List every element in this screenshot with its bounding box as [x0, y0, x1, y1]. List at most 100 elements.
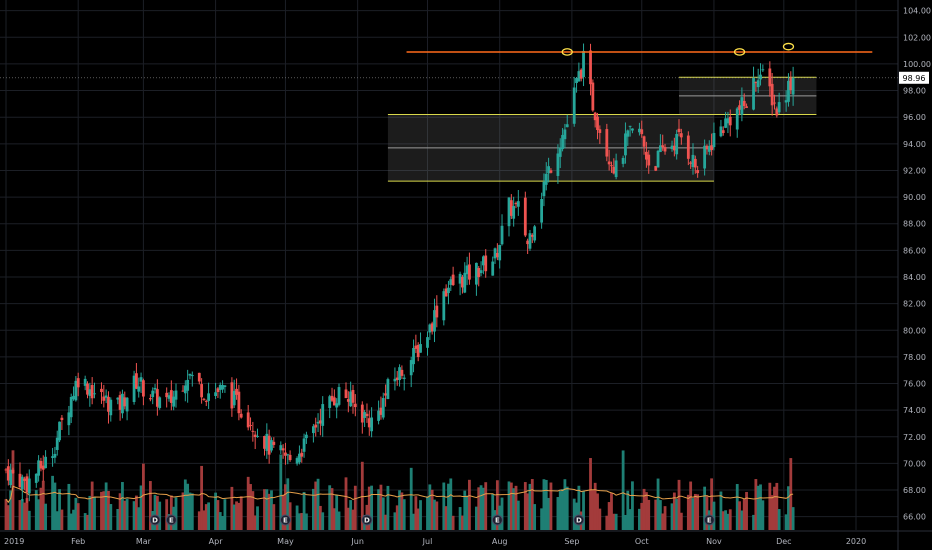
volume-bar — [39, 487, 43, 530]
candle-body — [663, 147, 667, 152]
candle-body — [442, 291, 446, 321]
volume-moving-average — [5, 485, 794, 504]
candle-body — [74, 380, 78, 401]
candle-body — [742, 100, 746, 106]
volume-bar — [686, 494, 690, 530]
candle-body — [237, 391, 241, 414]
candle-body — [526, 240, 530, 245]
volume-bar — [321, 512, 325, 530]
candle-body — [621, 157, 625, 164]
candle-body — [318, 420, 322, 424]
volume-bar — [514, 485, 518, 530]
volume-bar — [263, 489, 266, 530]
candle-body — [335, 403, 339, 408]
volume-bar — [83, 513, 87, 530]
volume-bar — [721, 511, 725, 530]
candle-body — [169, 390, 173, 403]
volume-bar — [251, 491, 255, 530]
candle-body — [221, 385, 224, 390]
candle-body — [197, 372, 201, 382]
time-axis[interactable]: 2019 Feb Mar Apr May Jun Jul Aug Sep Oct Nov Dec 202… — [0, 530, 932, 546]
volume-bar — [481, 487, 485, 530]
candle-body — [365, 413, 369, 417]
volume-bar — [249, 484, 252, 530]
volume-bar — [281, 494, 285, 530]
candle-body — [344, 389, 348, 399]
candle-body — [670, 145, 674, 150]
volume-bar — [200, 465, 204, 530]
volume-bar — [607, 502, 611, 530]
volume-bar — [300, 513, 304, 530]
volume-bar — [428, 484, 432, 530]
candle-body — [761, 69, 765, 71]
candle-body — [305, 434, 308, 439]
y-tick-label: 100.00 — [903, 60, 931, 69]
volume-bar — [18, 500, 22, 530]
volume-bar — [253, 515, 257, 530]
candle-body — [286, 454, 290, 456]
volume-bar — [738, 501, 741, 530]
y-tick-label: 96.00 — [903, 113, 926, 122]
event-marker — [149, 514, 161, 526]
volume-bar — [25, 498, 29, 530]
volume-bar — [349, 500, 353, 530]
volume-bar — [153, 494, 157, 530]
volume-bar — [756, 485, 760, 530]
volume-bar — [691, 498, 695, 530]
candle-body — [479, 270, 483, 274]
volume-bar — [759, 484, 762, 530]
candle-body — [593, 112, 597, 121]
candle-body — [104, 395, 108, 398]
volume-bar — [41, 480, 45, 530]
candle-body — [265, 433, 269, 451]
candle-body — [500, 225, 504, 245]
candle-body — [100, 388, 103, 393]
candle-body — [672, 145, 676, 151]
volume-bar — [675, 498, 679, 530]
volume-bar — [256, 506, 259, 530]
candle-body — [412, 348, 415, 365]
candle-body — [435, 305, 439, 318]
candle-body — [121, 393, 124, 414]
candle-body — [465, 265, 469, 275]
volume-bar — [398, 490, 401, 530]
candlesticks — [4, 43, 795, 503]
volume-bar — [202, 510, 206, 530]
candle-body — [756, 80, 760, 88]
volume-bar — [468, 479, 471, 530]
volume-bar — [528, 483, 532, 530]
price-axis[interactable]: 66.00 68.00 70.00 72.00 74.00 76.00 78.00 80.00… — [897, 0, 931, 550]
candle-body — [661, 145, 665, 148]
volume-bar — [232, 504, 236, 530]
candle-body — [493, 248, 497, 259]
y-tick-label: 94.00 — [903, 140, 926, 149]
volume-bar — [661, 513, 665, 530]
volume-bar — [11, 450, 15, 530]
volume-bar — [367, 486, 371, 530]
candle-body — [118, 395, 122, 410]
candle-body — [239, 413, 243, 418]
volume-bar — [542, 479, 546, 530]
volume-bar — [116, 509, 120, 530]
volume-bar — [672, 492, 676, 530]
event-marker — [361, 514, 373, 526]
volume-bar — [444, 506, 448, 530]
candle-body — [321, 404, 325, 426]
candle-body — [351, 390, 355, 403]
volume-bar — [658, 500, 662, 530]
volume-bar — [188, 492, 192, 530]
candle-body — [589, 50, 592, 85]
candle-body — [183, 385, 187, 394]
volume-bar — [265, 489, 269, 530]
volume-bar — [642, 488, 646, 530]
volume-bar — [305, 513, 308, 530]
candle-body — [398, 367, 401, 381]
candle-body — [18, 473, 22, 488]
event-marker — [165, 514, 177, 526]
candle-body — [34, 473, 38, 483]
volume-bar — [612, 513, 616, 530]
volume-bar — [628, 509, 632, 530]
candle-body — [314, 424, 318, 428]
